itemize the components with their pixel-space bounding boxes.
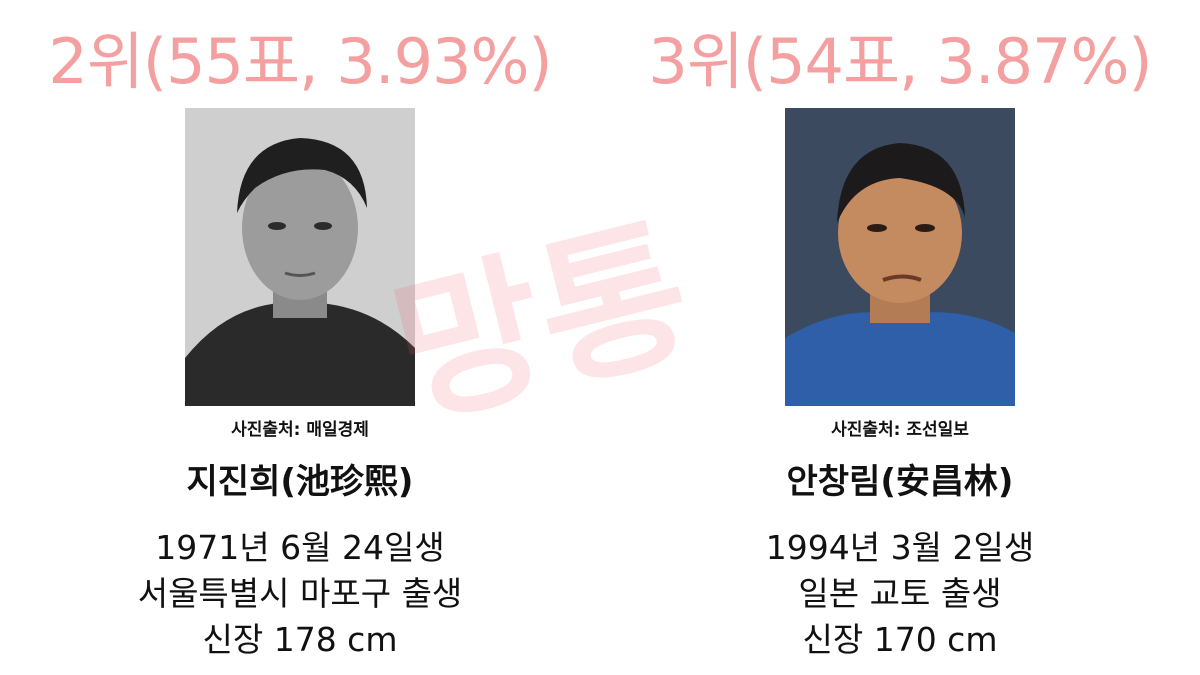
height: 신장 178 cm xyxy=(202,620,398,659)
photo-credit: 사진출처: 조선일보 xyxy=(831,420,969,440)
birthplace: 일본 교토 출생 xyxy=(798,574,1002,613)
person-name: 지진희(池珍熙) xyxy=(186,462,414,502)
candidate-left: 2위(55표, 3.93%) 사진출처: 매일경제 지진희(池珍熙) 1971년… xyxy=(48,25,552,659)
portrait-photo xyxy=(185,108,415,406)
height: 신장 170 cm xyxy=(802,620,998,659)
birthplace: 서울특별시 마포구 출생 xyxy=(137,574,463,613)
rank-heading: 2위(55표, 3.93%) xyxy=(48,25,552,98)
rank-heading: 3위(54표, 3.87%) xyxy=(648,25,1152,98)
birth-date: 1971년 6월 24일생 xyxy=(155,528,445,567)
candidate-right: 3위(54표, 3.87%) 사진출처: 조선일보 안창림(安昌林) 1994년… xyxy=(600,0,1200,675)
photo-credit: 사진출처: 매일경제 xyxy=(231,420,369,440)
birth-date: 1994년 3월 2일생 xyxy=(765,528,1035,567)
person-name: 안창림(安昌林) xyxy=(786,462,1014,502)
portrait-photo xyxy=(785,108,1015,406)
